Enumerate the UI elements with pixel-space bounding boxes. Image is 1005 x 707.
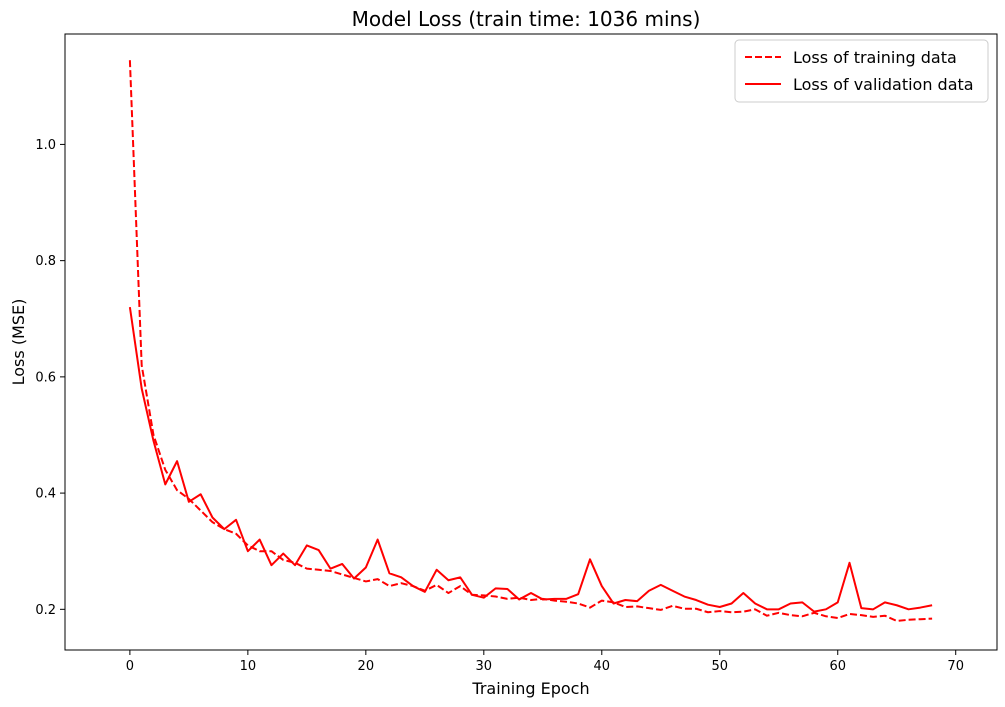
plot-frame <box>64 33 998 651</box>
y-axis-title: Loss (MSE) <box>9 299 28 386</box>
x-axis-title: Training Epoch <box>471 679 589 698</box>
y-tick-label: 0.8 <box>35 254 56 269</box>
series-line-validation <box>128 306 933 613</box>
legend-label-validation: Loss of validation data <box>793 75 974 94</box>
y-tick-label: 0.2 <box>35 603 56 618</box>
legend-label-training: Loss of training data <box>793 48 957 67</box>
chart-title: Model Loss (train time: 1036 mins) <box>352 7 701 31</box>
legend-box <box>734 39 989 103</box>
x-tick-label: 60 <box>829 659 846 674</box>
y-tick-label: 0.4 <box>35 487 56 502</box>
x-tick-label: 70 <box>947 659 964 674</box>
x-tick-label: 40 <box>594 659 611 674</box>
legend: Loss of training data Loss of validation… <box>734 39 989 103</box>
x-axis: 0 10 20 30 40 50 60 70 <box>126 650 964 674</box>
x-tick-label: 20 <box>358 659 375 674</box>
y-axis: 0.2 0.4 0.6 0.8 1.0 <box>35 138 65 618</box>
series-line-training <box>128 60 933 622</box>
x-tick-label: 50 <box>711 659 728 674</box>
x-tick-label: 0 <box>126 659 134 674</box>
y-tick-label: 1.0 <box>35 138 56 153</box>
x-tick-label: 10 <box>240 659 257 674</box>
x-tick-label: 30 <box>476 659 493 674</box>
y-tick-label: 0.6 <box>35 370 56 385</box>
plot-area <box>128 60 933 622</box>
